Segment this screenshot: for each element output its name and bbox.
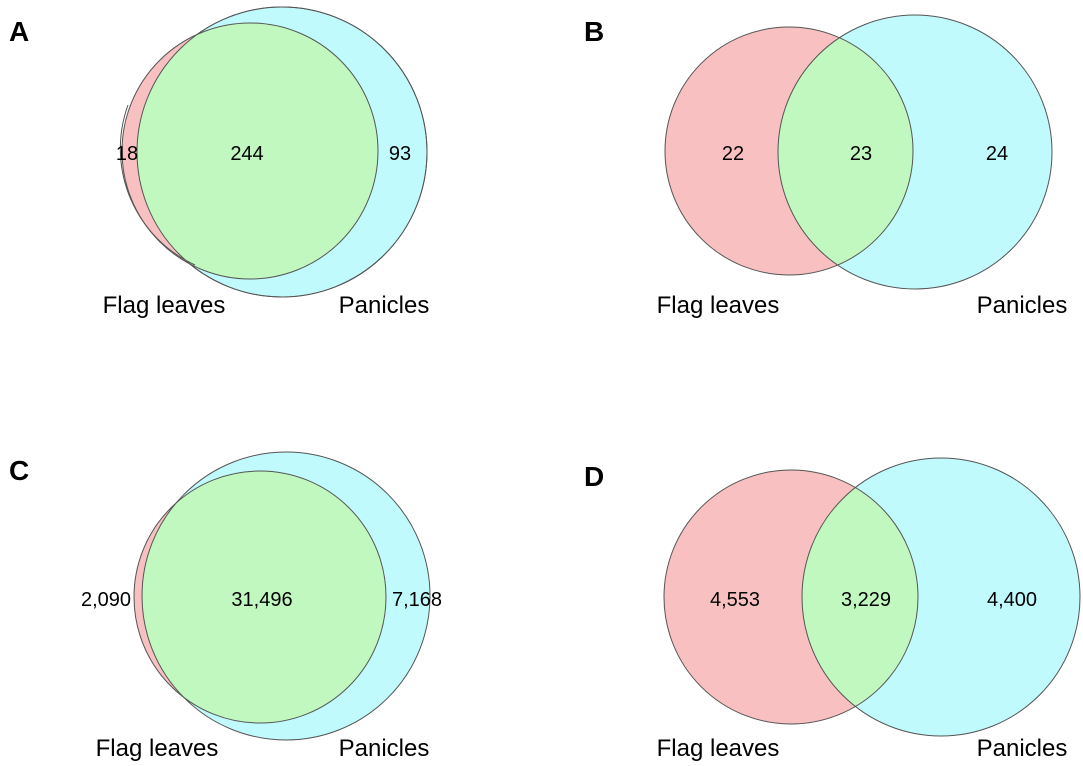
panel-label-b: B bbox=[584, 16, 604, 47]
panel-label-a: A bbox=[9, 16, 29, 47]
panel-label-d: D bbox=[584, 461, 604, 492]
overlap-region bbox=[778, 27, 913, 275]
flag-leaves-outline bbox=[664, 26, 914, 276]
set-label-panicles: Panicles bbox=[977, 735, 1068, 762]
venn-panel-d: D 4,553 3,229 4,400 Flag leaves Panicles bbox=[584, 457, 1081, 762]
count-only-panicles: 7,168 bbox=[392, 589, 442, 611]
panicles-outline bbox=[801, 457, 1081, 737]
venn-panel-c: C 2,090 31,496 7,168 Flag leaves Panicle… bbox=[9, 451, 442, 762]
set-label-panicles: Panicles bbox=[339, 292, 430, 319]
overlap-region bbox=[142, 471, 386, 723]
venn-panel-a: A 18 244 93 Flag leaves Panicles bbox=[9, 6, 430, 319]
count-only-flag-leaves: 18 bbox=[116, 143, 138, 165]
count-only-panicles: 93 bbox=[389, 143, 411, 165]
set-label-flag-leaves: Flag leaves bbox=[103, 292, 226, 319]
flag-leaves-outline bbox=[121, 22, 379, 280]
panicles-outline bbox=[136, 6, 428, 298]
overlap-region bbox=[802, 470, 918, 724]
count-only-panicles: 4,400 bbox=[987, 589, 1037, 611]
count-only-flag-leaves: 22 bbox=[722, 143, 744, 165]
panel-label-c: C bbox=[9, 455, 29, 486]
panicles-outline bbox=[141, 451, 431, 741]
venn-panel-b: B 22 23 24 Flag leaves Panicles bbox=[584, 14, 1068, 319]
set-label-panicles: Panicles bbox=[977, 292, 1068, 319]
count-overlap: 31,496 bbox=[231, 589, 292, 611]
set-label-panicles: Panicles bbox=[339, 735, 430, 762]
panicles-outline bbox=[777, 14, 1053, 290]
flag-leaves-outline bbox=[133, 470, 387, 724]
flag-leaves-edge bbox=[119, 104, 196, 266]
flag-leaves-outline bbox=[663, 469, 919, 725]
count-overlap: 244 bbox=[230, 143, 263, 165]
count-overlap: 3,229 bbox=[841, 589, 891, 611]
set-label-flag-leaves: Flag leaves bbox=[657, 735, 780, 762]
count-only-flag-leaves: 4,553 bbox=[710, 589, 760, 611]
count-only-panicles: 24 bbox=[986, 143, 1008, 165]
count-only-flag-leaves: 2,090 bbox=[81, 589, 131, 611]
set-label-flag-leaves: Flag leaves bbox=[657, 292, 780, 319]
count-overlap: 23 bbox=[850, 143, 872, 165]
set-label-flag-leaves: Flag leaves bbox=[96, 735, 219, 762]
